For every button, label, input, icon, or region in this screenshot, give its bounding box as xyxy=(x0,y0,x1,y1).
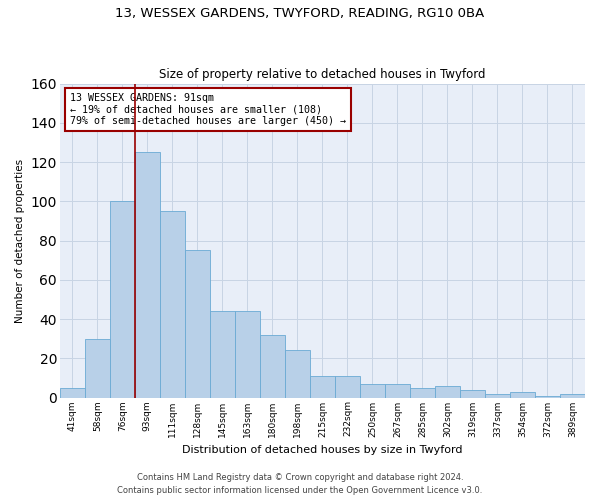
Bar xyxy=(485,394,510,398)
Bar xyxy=(410,388,435,398)
Bar xyxy=(510,392,535,398)
Bar xyxy=(360,384,385,398)
Text: 13 WESSEX GARDENS: 91sqm
← 19% of detached houses are smaller (108)
79% of semi-: 13 WESSEX GARDENS: 91sqm ← 19% of detach… xyxy=(70,93,346,126)
Title: Size of property relative to detached houses in Twyford: Size of property relative to detached ho… xyxy=(159,68,485,81)
Bar xyxy=(460,390,485,398)
Bar xyxy=(135,152,160,398)
Bar xyxy=(85,338,110,398)
Bar xyxy=(385,384,410,398)
Y-axis label: Number of detached properties: Number of detached properties xyxy=(15,158,25,322)
Text: Contains HM Land Registry data © Crown copyright and database right 2024.
Contai: Contains HM Land Registry data © Crown c… xyxy=(118,474,482,495)
Bar xyxy=(60,388,85,398)
Bar xyxy=(185,250,210,398)
Bar xyxy=(210,311,235,398)
Bar xyxy=(235,311,260,398)
Bar xyxy=(310,376,335,398)
Bar xyxy=(160,211,185,398)
Bar xyxy=(110,202,135,398)
Bar xyxy=(260,334,285,398)
Bar xyxy=(560,394,585,398)
Bar xyxy=(535,396,560,398)
Bar xyxy=(435,386,460,398)
X-axis label: Distribution of detached houses by size in Twyford: Distribution of detached houses by size … xyxy=(182,445,463,455)
Text: 13, WESSEX GARDENS, TWYFORD, READING, RG10 0BA: 13, WESSEX GARDENS, TWYFORD, READING, RG… xyxy=(115,8,485,20)
Bar xyxy=(335,376,360,398)
Bar xyxy=(285,350,310,398)
